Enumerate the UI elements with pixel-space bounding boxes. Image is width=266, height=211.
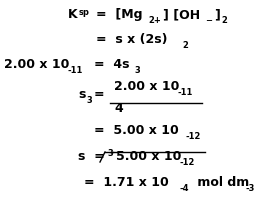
Text: 2.00 x 10: 2.00 x 10 — [114, 80, 179, 93]
Text: 3: 3 — [107, 149, 113, 158]
Text: 2+: 2+ — [148, 16, 161, 25]
Text: -4: -4 — [180, 184, 189, 193]
Text: =: = — [94, 88, 105, 101]
Text: 4: 4 — [114, 102, 123, 115]
Text: K: K — [68, 8, 78, 21]
Text: =  4s: = 4s — [94, 58, 130, 71]
Text: -3: -3 — [245, 184, 254, 193]
Text: 2.00 x 10: 2.00 x 10 — [4, 58, 69, 71]
Text: =  1.71 x 10: = 1.71 x 10 — [84, 176, 169, 189]
Text: =  [Mg: = [Mg — [96, 8, 143, 21]
Text: -11: -11 — [68, 66, 83, 75]
Text: −: − — [205, 16, 212, 25]
Text: =  s x (2s): = s x (2s) — [96, 33, 168, 46]
Text: sp: sp — [79, 8, 90, 17]
Text: s  =: s = — [78, 150, 105, 163]
Text: s: s — [78, 88, 85, 101]
Text: ]: ] — [214, 8, 220, 21]
Text: 2: 2 — [221, 16, 227, 25]
Text: ] [OH: ] [OH — [163, 8, 200, 21]
Text: 5.00 x 10: 5.00 x 10 — [116, 150, 181, 163]
Text: -12: -12 — [186, 132, 201, 141]
Text: -12: -12 — [180, 158, 195, 167]
Text: 3: 3 — [86, 96, 92, 105]
Text: 2: 2 — [182, 41, 188, 50]
Text: mol dm: mol dm — [193, 176, 249, 189]
Text: 3: 3 — [134, 66, 140, 75]
Text: -11: -11 — [178, 88, 193, 97]
Text: =  5.00 x 10: = 5.00 x 10 — [94, 124, 179, 137]
